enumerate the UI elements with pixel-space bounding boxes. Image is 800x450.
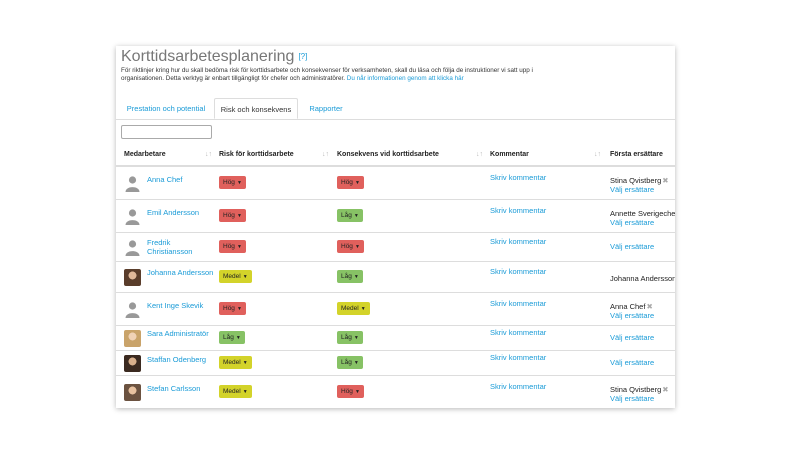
- tab-performance-potential[interactable]: Prestation och potential: [126, 104, 206, 113]
- remove-icon[interactable]: ✖: [646, 302, 653, 311]
- table-header: Medarbetare ↓↑ Risk för korttidsarbete ↓…: [116, 146, 675, 167]
- person-placeholder-icon: [125, 302, 140, 318]
- write-comment-link[interactable]: Skriv kommentar: [490, 206, 547, 215]
- caret-down-icon: ▼: [353, 274, 359, 280]
- info-link[interactable]: Du når informationen genom att klicka hä…: [346, 74, 464, 82]
- sort-icon[interactable]: ↓↑: [205, 151, 212, 158]
- help-link[interactable]: [?]: [298, 52, 308, 61]
- sort-icon[interactable]: ↓↑: [594, 151, 601, 158]
- employee-name-link[interactable]: Anna Chef: [147, 175, 183, 184]
- employee-name-link[interactable]: Stefan Carlsson: [147, 384, 201, 393]
- sort-icon[interactable]: ↓↑: [476, 151, 483, 158]
- successor-name: Stina Qvistberg✖: [610, 385, 669, 394]
- avatar: [124, 269, 141, 286]
- risk-dropdown[interactable]: Medel ▼: [219, 385, 252, 398]
- caret-down-icon: ▼: [354, 180, 360, 186]
- table-row: Fredrik Christiansson Hög ▼ Hög ▼ Skriv komme…: [116, 232, 675, 262]
- employee-name-link[interactable]: Sara Administratör: [147, 329, 209, 338]
- write-comment-link[interactable]: Skriv kommentar: [490, 328, 547, 337]
- write-comment-link[interactable]: Skriv kommentar: [490, 353, 547, 362]
- caret-down-icon: ▼: [236, 306, 242, 312]
- remove-icon[interactable]: ✖: [662, 385, 669, 394]
- employee-name-link[interactable]: Kent Inge Skevik: [147, 301, 204, 310]
- consequence-dropdown[interactable]: Hög ▼: [337, 240, 364, 253]
- write-comment-link[interactable]: Skriv kommentar: [490, 173, 547, 182]
- caret-down-icon: ▼: [242, 360, 248, 366]
- table-row: Staffan Odenberg Medel ▼ Låg ▼ Skriv kommenta…: [116, 350, 675, 376]
- risk-dropdown[interactable]: Hög ▼: [219, 176, 246, 189]
- table-row: Kent Inge Skevik Hög ▼ Medel ▼ Skriv kommenta…: [116, 292, 675, 326]
- table-row: Johanna Andersson Medel ▼ Låg ▼ Skriv komment…: [116, 261, 675, 293]
- risk-consequence-card: Korttidsarbetesplanering [?] För riktlinj…: [116, 46, 675, 408]
- consequence-dropdown[interactable]: Hög ▼: [337, 176, 364, 189]
- caret-down-icon: ▼: [236, 180, 242, 186]
- col-consequence-header[interactable]: Konsekvens vid korttidsarbete: [337, 151, 439, 158]
- avatar: [124, 330, 141, 347]
- choose-successor-link[interactable]: Välj ersättare: [610, 218, 655, 227]
- write-comment-link[interactable]: Skriv kommentar: [490, 382, 547, 391]
- table-row: Sara Administratör Låg ▼ Låg ▼ Skriv kommenta…: [116, 325, 675, 351]
- write-comment-link[interactable]: Skriv kommentar: [490, 237, 547, 246]
- filter-input[interactable]: [121, 125, 212, 139]
- sort-icon[interactable]: ↓↑: [322, 151, 329, 158]
- intro-text: För riktlinjer kring hur du skall bedöma…: [121, 67, 533, 82]
- consequence-dropdown[interactable]: Låg ▼: [337, 331, 363, 344]
- avatar: [124, 355, 141, 372]
- risk-dropdown[interactable]: Hög ▼: [219, 302, 246, 315]
- consequence-dropdown[interactable]: Låg ▼: [337, 209, 363, 222]
- table-row: Emil Andersson Hög ▼ Låg ▼ Skriv kommentar Ann…: [116, 199, 675, 233]
- choose-successor-link[interactable]: Välj ersättare: [610, 185, 655, 194]
- successor-name: Johanna Andersson: [610, 274, 675, 283]
- choose-successor-link[interactable]: Välj ersättare: [610, 394, 655, 403]
- successor-name: Anna Chef✖: [610, 302, 653, 311]
- employee-name-link[interactable]: Staffan Odenberg: [147, 355, 207, 364]
- person-placeholder-icon: [125, 176, 140, 192]
- consequence-dropdown[interactable]: Låg ▼: [337, 356, 363, 369]
- consequence-dropdown[interactable]: Låg ▼: [337, 270, 363, 283]
- caret-down-icon: ▼: [242, 274, 248, 280]
- risk-dropdown[interactable]: Medel ▼: [219, 356, 252, 369]
- caret-down-icon: ▼: [242, 389, 248, 395]
- caret-down-icon: ▼: [236, 213, 242, 219]
- remove-icon[interactable]: ✖: [662, 176, 669, 185]
- tab-risk-consequence[interactable]: Risk och konsekvens: [214, 98, 298, 119]
- choose-successor-link[interactable]: Välj ersättare: [610, 333, 655, 342]
- page-title: Korttidsarbetesplanering [?]: [121, 48, 308, 65]
- table-row: Anna Chef Hög ▼ Hög ▼ Skriv kommentar Stina Qv…: [116, 166, 675, 200]
- successor-name: Annette Sverigechef: [610, 209, 675, 218]
- risk-dropdown[interactable]: Hög ▼: [219, 209, 246, 222]
- employee-name-link[interactable]: Emil Andersson: [147, 208, 200, 217]
- col-employee-header[interactable]: Medarbetare: [124, 151, 166, 158]
- choose-successor-link[interactable]: Välj ersättare: [610, 311, 655, 320]
- consequence-dropdown[interactable]: Hög ▼: [337, 385, 364, 398]
- successor-name: Stina Qvistberg✖: [610, 176, 669, 185]
- choose-successor-link[interactable]: Välj ersättare: [610, 358, 655, 367]
- risk-dropdown[interactable]: Medel ▼: [219, 270, 252, 283]
- caret-down-icon: ▼: [354, 389, 360, 395]
- col-successor-header[interactable]: Första ersättare: [610, 151, 663, 158]
- employee-name-link[interactable]: Fredrik Christiansson: [147, 238, 193, 256]
- risk-dropdown[interactable]: Låg ▼: [219, 331, 245, 344]
- choose-successor-link[interactable]: Välj ersättare: [610, 242, 655, 251]
- tab-reports[interactable]: Rapporter: [309, 104, 343, 113]
- write-comment-link[interactable]: Skriv kommentar: [490, 299, 547, 308]
- caret-down-icon: ▼: [235, 335, 241, 341]
- tab-bar: Prestation och potential Risk och konsek…: [116, 98, 675, 120]
- employee-name-link[interactable]: Johanna Andersson: [147, 268, 214, 277]
- person-placeholder-icon: [125, 209, 140, 225]
- write-comment-link[interactable]: Skriv kommentar: [490, 267, 547, 276]
- consequence-dropdown[interactable]: Medel ▼: [337, 302, 370, 315]
- caret-down-icon: ▼: [353, 335, 359, 341]
- risk-dropdown[interactable]: Hög ▼: [219, 240, 246, 253]
- table-row: Stefan Carlsson Medel ▼ Hög ▼ Skriv kommentar…: [116, 375, 675, 408]
- caret-down-icon: ▼: [360, 306, 366, 312]
- avatar: [124, 384, 141, 401]
- person-placeholder-icon: [125, 240, 140, 256]
- caret-down-icon: ▼: [353, 213, 359, 219]
- caret-down-icon: ▼: [353, 360, 359, 366]
- caret-down-icon: ▼: [236, 244, 242, 250]
- caret-down-icon: ▼: [354, 244, 360, 250]
- col-risk-header[interactable]: Risk för korttidsarbete: [219, 151, 294, 158]
- col-comment-header[interactable]: Kommentar: [490, 151, 529, 158]
